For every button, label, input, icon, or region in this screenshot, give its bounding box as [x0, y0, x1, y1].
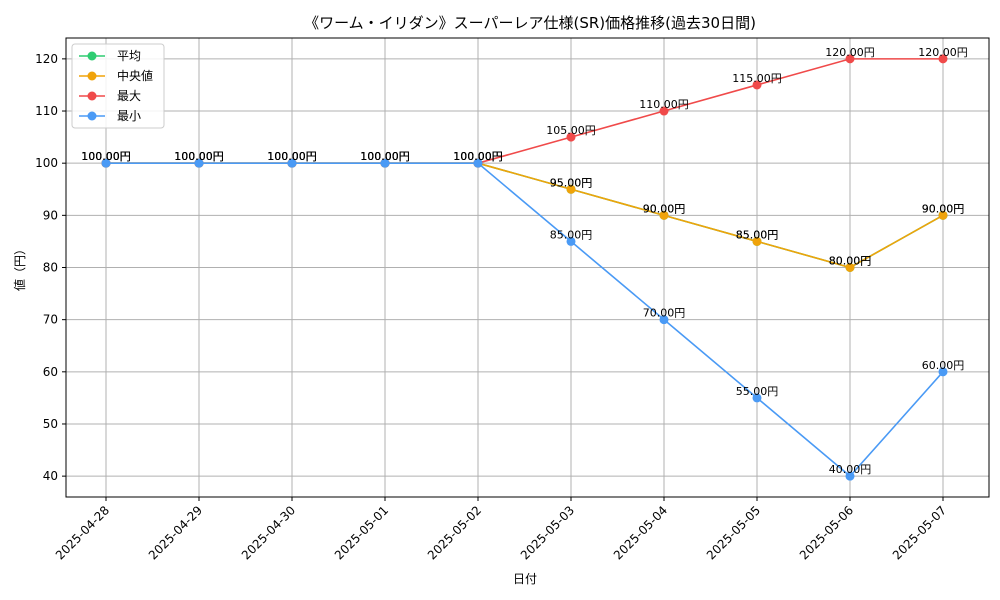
data-label: 85.00円	[736, 228, 779, 241]
data-point	[845, 263, 855, 272]
data-point	[380, 158, 390, 168]
x-axis-label: 日付	[513, 572, 537, 586]
data-label: 90.00円	[922, 202, 965, 215]
data-label: 100.00円	[360, 150, 410, 163]
data-label: 60.00円	[922, 359, 965, 372]
legend-marker	[87, 91, 97, 101]
y-tick-label: 70	[43, 313, 58, 327]
data-label: 90.00円	[643, 202, 686, 215]
data-label: 100.00円	[267, 150, 317, 163]
series-lines	[101, 54, 948, 481]
legend-label: 最大	[117, 89, 141, 103]
data-label: 100.00円	[81, 150, 131, 163]
series-line	[106, 162, 944, 478]
legend-marker	[87, 71, 97, 81]
data-label: 115.00円	[732, 72, 782, 85]
data-label: 100.00円	[174, 150, 224, 163]
y-tick-label: 40	[43, 469, 58, 483]
data-point	[659, 106, 669, 116]
data-label: 100.00円	[81, 150, 131, 163]
grid	[66, 38, 989, 497]
y-tick-label: 50	[43, 417, 58, 431]
data-label: 120.00円	[918, 46, 968, 59]
data-label: 110.00円	[639, 98, 689, 111]
data-label: 100.00円	[360, 150, 410, 163]
data-point	[845, 54, 855, 64]
data-point	[752, 236, 762, 246]
data-point	[845, 471, 855, 481]
data-label: 90.00円	[643, 202, 686, 215]
data-point	[101, 158, 111, 168]
data-point	[752, 393, 762, 403]
data-label: 100.00円	[81, 150, 131, 163]
data-label: 100.00円	[267, 150, 317, 163]
data-point	[938, 367, 948, 377]
data-label: 55.00円	[736, 385, 779, 398]
data-label: 100.00円	[174, 150, 224, 163]
data-point	[752, 80, 762, 90]
y-tick-label: 90	[43, 208, 58, 222]
data-point	[659, 315, 669, 325]
data-labels: 100.00円 100.00円 100.00円 100.00円 100.00円 95.00…	[81, 46, 968, 476]
data-label: 100.00円	[453, 150, 503, 163]
data-label: 100.00円	[453, 150, 503, 163]
data-point	[473, 158, 483, 168]
data-label: 100.00円	[360, 150, 410, 163]
data-label: 120.00円	[825, 46, 875, 59]
data-point	[566, 132, 576, 142]
legend-marker	[87, 51, 97, 61]
data-point	[566, 184, 576, 194]
data-label: 100.00円	[360, 150, 410, 163]
y-axis-label: 値（円）	[12, 243, 27, 291]
data-label: 80.00円	[829, 255, 872, 268]
y-tick-label: 100	[35, 156, 58, 170]
legend-box	[71, 43, 165, 129]
data-label: 95.00円	[550, 176, 593, 189]
data-label: 100.00円	[453, 150, 503, 163]
data-label: 100.00円	[174, 150, 224, 163]
data-label: 85.00円	[550, 228, 593, 241]
data-label: 40.00円	[829, 463, 872, 476]
data-point	[287, 158, 297, 168]
data-label: 105.00円	[546, 124, 596, 137]
legend-marker	[87, 111, 97, 121]
legend-label: 最小	[117, 109, 141, 123]
data-point	[659, 210, 669, 220]
data-label: 100.00円	[81, 150, 131, 163]
y-tick-label: 120	[35, 52, 58, 66]
y-tick-label: 60	[43, 365, 58, 379]
y-tick-label: 80	[43, 261, 58, 275]
data-label: 100.00円	[174, 150, 224, 163]
data-label: 70.00円	[643, 307, 686, 320]
data-point	[194, 158, 204, 168]
data-point	[566, 236, 576, 246]
data-label: 100.00円	[267, 150, 317, 163]
data-label: 80.00円	[829, 255, 872, 268]
legend-label: 中央値	[117, 68, 153, 83]
data-label: 85.00円	[736, 228, 779, 241]
data-point	[938, 54, 948, 64]
data-label: 100.00円	[453, 150, 503, 163]
y-tick-label: 110	[35, 104, 58, 118]
data-label: 100.00円	[267, 150, 317, 163]
data-point	[938, 210, 948, 220]
data-label: 95.00円	[550, 176, 593, 189]
legend-label: 平均	[117, 49, 141, 63]
chart-title: 《ワーム・イリダン》スーパーレア仕様(SR)価格推移(過去30日間)	[304, 14, 756, 32]
data-label: 90.00円	[922, 202, 965, 215]
